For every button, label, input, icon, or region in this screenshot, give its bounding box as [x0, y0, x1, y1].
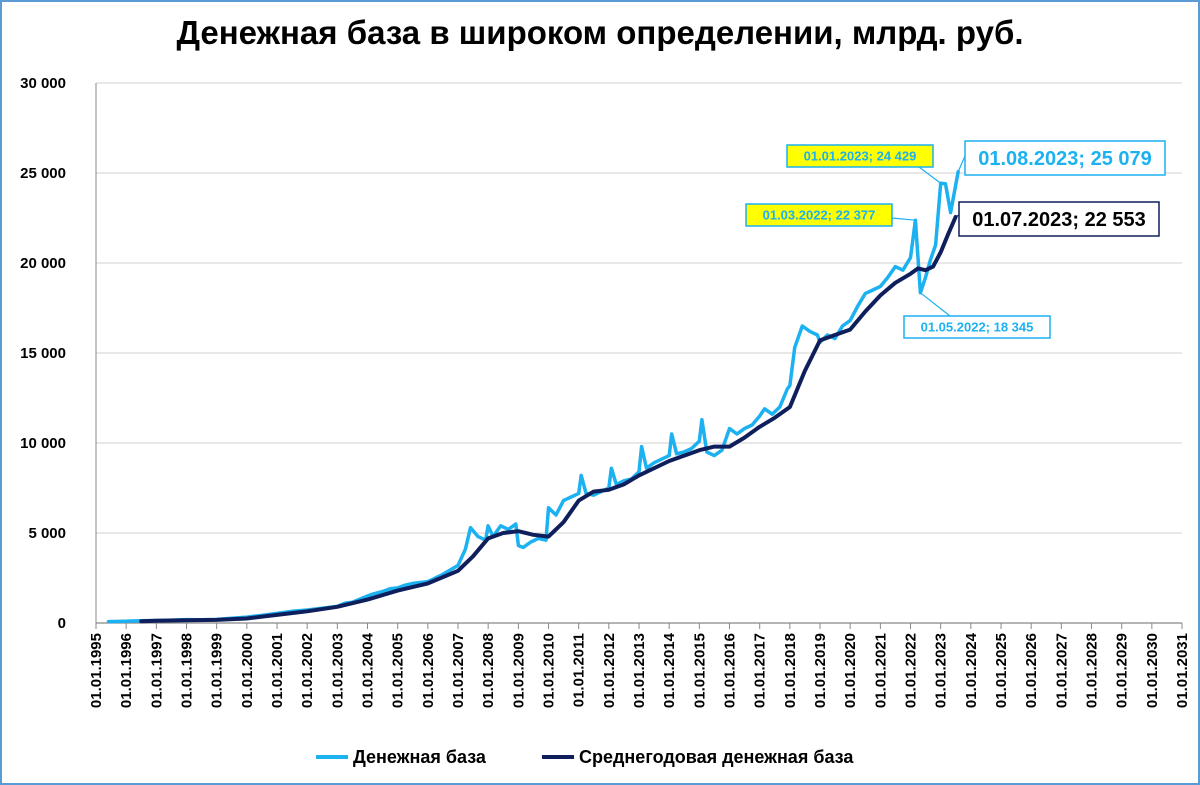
- annotation-leader: [918, 166, 942, 184]
- x-tick-label: 01.01.2023: [933, 633, 950, 708]
- annotation-box: [964, 140, 1166, 176]
- x-tick-label: 01.01.1998: [179, 633, 196, 708]
- chart-title: Денежная база в широком определении, млр…: [176, 14, 1024, 51]
- x-tick-label: 01.01.2027: [1053, 633, 1070, 708]
- series-line-base: [106, 169, 960, 624]
- y-tick-label: 0: [58, 615, 66, 632]
- annotation-box: [903, 315, 1051, 339]
- annotation-label: 01.05.2022; 18 345: [921, 320, 1034, 335]
- x-tick-label: 01.01.2013: [631, 633, 648, 708]
- x-tick-label: 01.01.2024: [963, 632, 980, 708]
- x-tick-label: 01.01.2001: [269, 633, 286, 708]
- x-tick-label: 01.01.2021: [872, 633, 889, 708]
- series-line-average: [139, 215, 958, 624]
- annotation-box: [786, 144, 934, 168]
- x-tick-label: 01.01.2002: [299, 633, 316, 708]
- y-tick-label: 5 000: [28, 525, 66, 542]
- x-tick-label: 01.01.1996: [118, 633, 135, 708]
- annotation-box: [958, 201, 1160, 237]
- annotation-label: 01.03.2022; 22 377: [763, 208, 876, 223]
- x-tick-label: 01.01.1995: [88, 633, 105, 708]
- x-tick-label: 01.01.2000: [239, 633, 256, 708]
- x-tick-label: 01.01.2014: [661, 632, 678, 708]
- annotation-label: 01.08.2023; 25 079: [978, 148, 1152, 170]
- x-tick-label: 01.01.2029: [1114, 633, 1131, 708]
- annotation-leader: [891, 217, 916, 221]
- y-tick-label: 30 000: [20, 75, 66, 92]
- annotations: 01.08.2023; 25 079 01.07.2023; 22 553 01.0…: [745, 140, 1166, 339]
- x-tick-label: 01.01.2025: [993, 633, 1010, 708]
- y-tick-label: 25 000: [20, 165, 66, 182]
- x-tick-label: 01.01.2009: [510, 633, 527, 708]
- x-tick-label: 01.01.2008: [480, 633, 497, 708]
- legend: Денежная база Среднегодовая денежная база: [316, 747, 854, 767]
- annotation-label: 01.07.2023; 22 553: [972, 209, 1146, 231]
- x-tick-label: 01.01.2026: [1023, 633, 1040, 708]
- x-tick-label: 01.01.2031: [1174, 633, 1191, 708]
- x-tick-label: 01.01.2022: [903, 633, 920, 708]
- y-tick-label: 20 000: [20, 255, 66, 272]
- x-tick-label: 01.01.2011: [571, 633, 588, 707]
- legend-label: Среднегодовая денежная база: [579, 747, 854, 767]
- x-tick-label: 01.01.2004: [359, 632, 376, 708]
- x-tick-label: 01.01.2010: [541, 633, 558, 708]
- annotation-leader: [957, 155, 966, 172]
- x-tick-label: 01.01.2003: [329, 633, 346, 708]
- x-tick-labels: 01.01.1995 01.01.1996 01.01.1997 01.01.1998…: [88, 623, 1191, 708]
- y-tick-labels: 0 5 000 10 000 15 000 20 000 25 000 30 000: [20, 75, 66, 632]
- annotation-box: [745, 203, 893, 227]
- x-tick-label: 01.01.2017: [752, 633, 769, 708]
- x-tick-label: 01.01.2019: [812, 633, 829, 708]
- x-tick-label: 01.01.2007: [450, 633, 467, 708]
- x-tick-label: 01.01.1997: [148, 633, 165, 708]
- y-tick-label: 15 000: [20, 345, 66, 362]
- annotation-leader: [920, 292, 951, 317]
- annotation-label: 01.01.2023; 24 429: [804, 149, 917, 164]
- x-tick-label: 01.01.2012: [601, 633, 618, 708]
- legend-label: Денежная база: [353, 747, 487, 767]
- x-tick-label: 01.01.2030: [1144, 633, 1161, 708]
- x-tick-label: 01.01.2006: [420, 633, 437, 708]
- series-lines: [106, 169, 960, 624]
- x-tick-label: 01.01.1999: [209, 633, 226, 708]
- y-tick-label: 10 000: [20, 435, 66, 452]
- x-tick-label: 01.01.2016: [721, 633, 738, 708]
- x-tick-label: 01.01.2005: [390, 633, 407, 708]
- x-tick-label: 01.01.2018: [782, 633, 799, 708]
- x-tick-label: 01.01.2028: [1083, 633, 1100, 708]
- x-tick-label: 01.01.2015: [691, 633, 708, 708]
- x-tick-label: 01.01.2020: [842, 633, 859, 708]
